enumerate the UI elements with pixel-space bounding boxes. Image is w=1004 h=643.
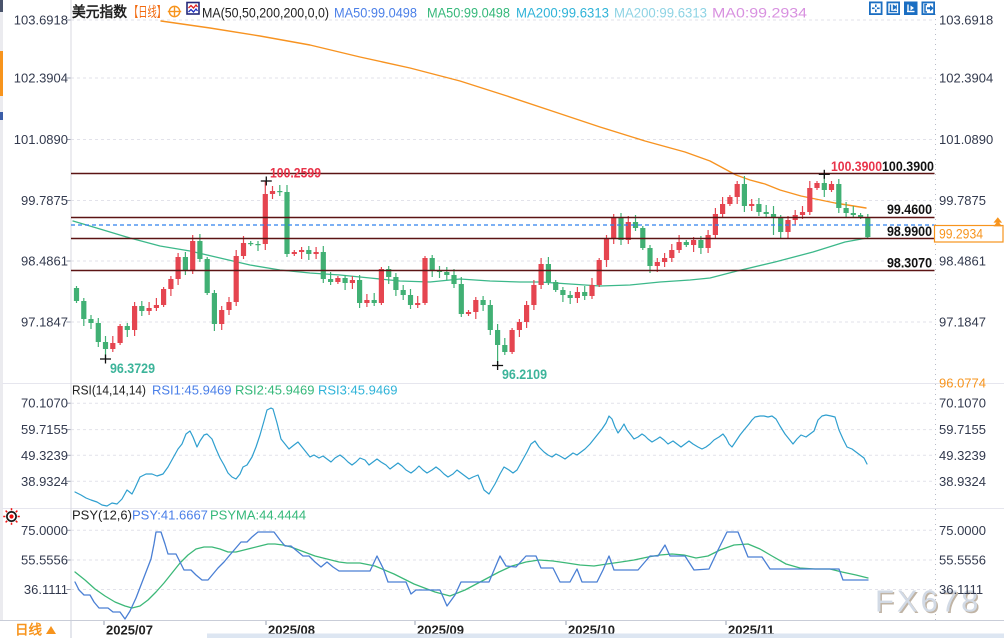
svg-text:美元指数: 美元指数: [72, 3, 127, 21]
svg-text:FX678: FX678: [877, 585, 983, 620]
svg-text:70.1070: 70.1070: [939, 396, 986, 411]
svg-text:49.3239: 49.3239: [939, 448, 986, 463]
svg-text:38.9324: 38.9324: [21, 474, 68, 489]
svg-text:36.1111: 36.1111: [939, 582, 983, 597]
svg-text:98.4861: 98.4861: [21, 254, 68, 269]
svg-text:MA0:99.2934: MA0:99.2934: [712, 6, 808, 21]
svg-text:MA200:99.6313: MA200:99.6313: [614, 6, 707, 21]
svg-text:99.7875: 99.7875: [21, 193, 68, 208]
svg-text:MA(50,50,200,200,0,0): MA(50,50,200,200,0,0): [202, 6, 329, 21]
svg-text:96.2109: 96.2109: [502, 367, 547, 382]
svg-text:RSI(14,14,14): RSI(14,14,14): [72, 383, 146, 398]
svg-text:102.3904: 102.3904: [14, 71, 68, 86]
svg-text:75.0000: 75.0000: [939, 523, 986, 538]
svg-text:75.0000: 75.0000: [21, 523, 68, 538]
svg-text:PSY:41.6667: PSY:41.6667: [132, 508, 208, 523]
svg-text:59.7155: 59.7155: [21, 422, 68, 437]
svg-text:100.3900: 100.3900: [882, 158, 934, 174]
svg-text:99.2934: 99.2934: [939, 227, 983, 242]
svg-text:96.3729: 96.3729: [110, 361, 155, 376]
svg-text:RSI2:45.9469: RSI2:45.9469: [235, 383, 315, 398]
svg-text:36.1111: 36.1111: [24, 582, 68, 597]
svg-text:102.3904: 102.3904: [939, 71, 993, 86]
svg-text:101.0890: 101.0890: [939, 132, 993, 147]
svg-text:MA50:99.0498: MA50:99.0498: [427, 6, 510, 21]
svg-text:103.6918: 103.6918: [939, 13, 993, 28]
svg-text:【日线】: 【日线】: [129, 4, 166, 20]
svg-text:99.4600: 99.4600: [887, 201, 932, 217]
svg-text:PSYMA:44.4444: PSYMA:44.4444: [210, 508, 306, 523]
svg-text:RSI1:45.9469: RSI1:45.9469: [152, 383, 232, 398]
svg-text:MA50:99.0498: MA50:99.0498: [334, 6, 417, 21]
svg-text:55.5556: 55.5556: [21, 553, 68, 568]
svg-text:38.9324: 38.9324: [939, 474, 986, 489]
svg-text:FX678: FX678: [875, 584, 981, 619]
svg-text:99.7875: 99.7875: [939, 193, 986, 208]
svg-text:98.3070: 98.3070: [887, 255, 932, 271]
svg-text:RSI3:45.9469: RSI3:45.9469: [318, 383, 398, 398]
svg-text:100.3900: 100.3900: [831, 159, 882, 174]
svg-text:100.2599: 100.2599: [270, 166, 321, 181]
svg-text:55.5556: 55.5556: [939, 553, 986, 568]
svg-text:101.0890: 101.0890: [14, 132, 68, 147]
svg-text:2025/07: 2025/07: [106, 623, 153, 638]
svg-text:日线: 日线: [15, 622, 42, 638]
svg-text:97.1847: 97.1847: [21, 315, 68, 330]
svg-text:96.0774: 96.0774: [939, 376, 986, 391]
svg-text:49.3239: 49.3239: [21, 448, 68, 463]
svg-text:70.1070: 70.1070: [21, 396, 68, 411]
svg-text:98.9900: 98.9900: [887, 223, 932, 239]
svg-text:MA200:99.6313: MA200:99.6313: [516, 6, 609, 21]
svg-text:103.6918: 103.6918: [14, 13, 68, 28]
svg-text:97.1847: 97.1847: [939, 315, 986, 330]
svg-text:59.7155: 59.7155: [939, 422, 986, 437]
svg-text:98.4861: 98.4861: [939, 254, 986, 269]
svg-text:PSY(12,6): PSY(12,6): [72, 508, 132, 523]
